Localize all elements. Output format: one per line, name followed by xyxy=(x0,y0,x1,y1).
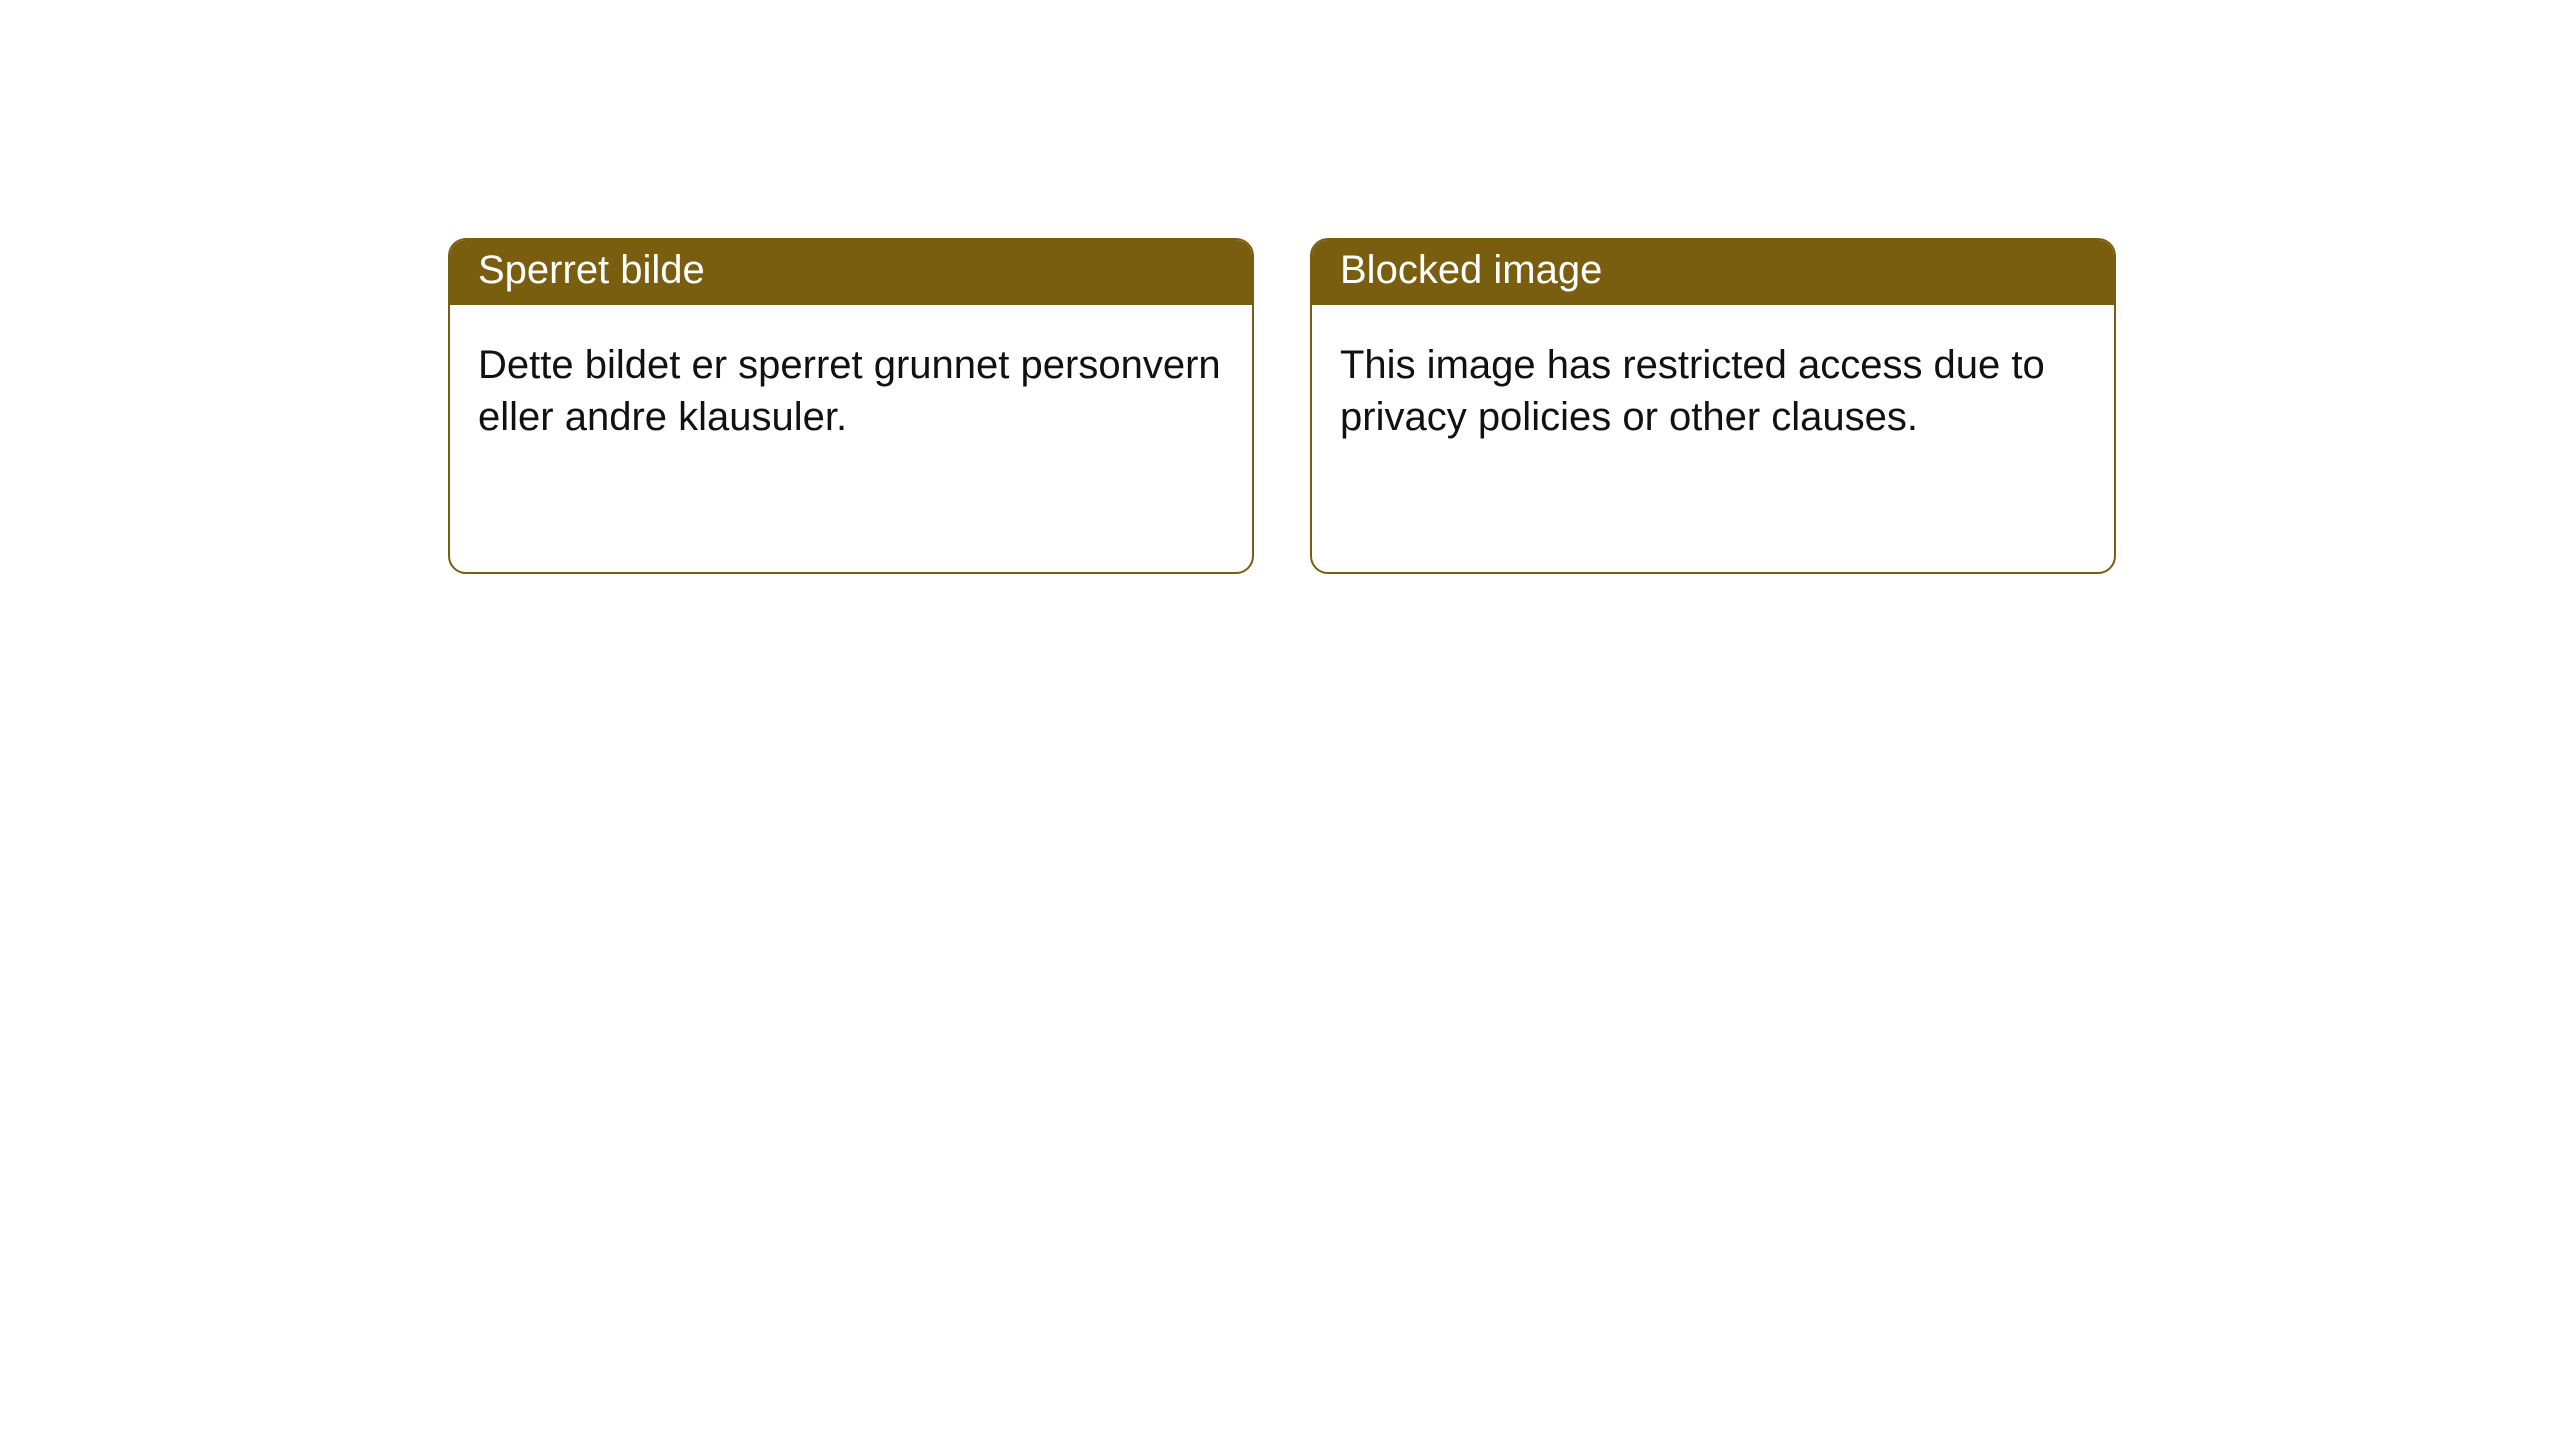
notice-card-english: Blocked image This image has restricted … xyxy=(1310,238,2116,574)
notice-card-norwegian: Sperret bilde Dette bildet er sperret gr… xyxy=(448,238,1254,574)
notice-header: Blocked image xyxy=(1312,240,2114,305)
notice-container: Sperret bilde Dette bildet er sperret gr… xyxy=(448,238,2116,574)
notice-body: This image has restricted access due to … xyxy=(1312,305,2114,477)
notice-header: Sperret bilde xyxy=(450,240,1252,305)
notice-body: Dette bildet er sperret grunnet personve… xyxy=(450,305,1252,477)
